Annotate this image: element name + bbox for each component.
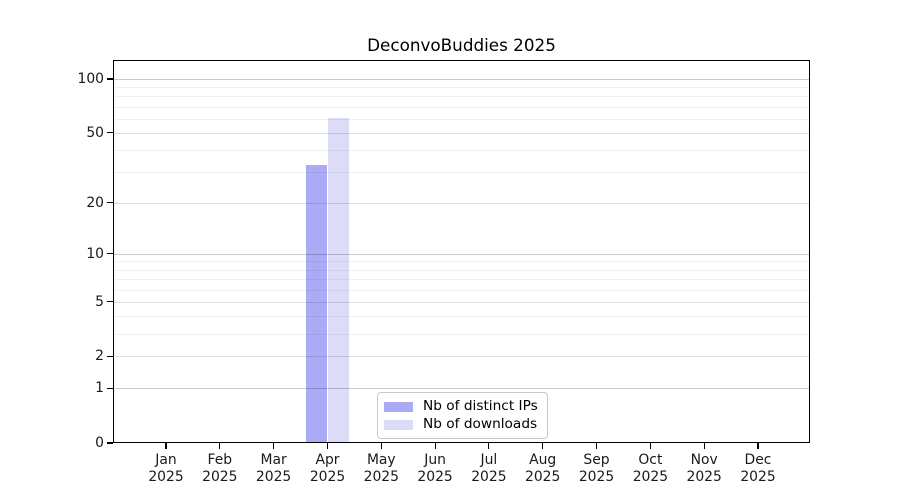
y-tick-label: 5 — [95, 293, 104, 310]
month-label: Feb — [207, 452, 233, 468]
year-label: 2025 — [148, 468, 184, 485]
y-tick — [106, 78, 113, 80]
gridline — [113, 172, 810, 174]
y-tick-label: 2 — [95, 348, 104, 365]
legend: Nb of distinct IPs Nb of downloads — [377, 392, 548, 439]
x-tick — [434, 443, 436, 449]
year-label: 2025 — [686, 468, 722, 485]
gridline — [113, 289, 810, 291]
bars-layer — [113, 60, 810, 443]
month-label: Apr — [315, 452, 340, 468]
x-tick — [273, 443, 275, 449]
gridline — [113, 356, 810, 358]
year-label: 2025 — [363, 468, 399, 485]
month-label: Oct — [638, 452, 663, 468]
bar-apr-series1 — [327, 117, 350, 443]
year-label: 2025 — [309, 468, 346, 485]
month-label: Jun — [424, 452, 446, 468]
year-label: 2025 — [740, 468, 776, 485]
x-tick-label-dec: Dec 2025 — [728, 452, 788, 485]
y-tick-label: 20 — [86, 194, 104, 211]
year-label: 2025 — [578, 468, 615, 485]
gridline — [113, 301, 810, 303]
year-label: 2025 — [255, 468, 292, 485]
x-tick-label-oct: Oct 2025 — [620, 452, 680, 485]
gridline — [113, 316, 810, 318]
x-tick — [703, 443, 705, 449]
x-tick — [757, 443, 759, 449]
y-tick — [106, 301, 113, 303]
plot-area — [113, 60, 810, 443]
gridline — [113, 261, 810, 263]
legend-item-distinct-ips: Nb of distinct IPs — [384, 398, 538, 415]
y-tick — [106, 355, 113, 357]
x-tick-label-mar: Mar 2025 — [244, 452, 304, 485]
x-tick-label-aug: Aug 2025 — [513, 452, 573, 485]
gridline — [113, 106, 810, 108]
chart-title: DeconvoBuddies 2025 — [367, 35, 556, 55]
y-tick — [106, 442, 113, 444]
legend-swatch-distinct-ips-icon — [384, 401, 413, 412]
x-tick — [219, 443, 221, 449]
gridline — [113, 202, 810, 204]
x-tick — [380, 443, 382, 449]
legend-label-distinct-ips: Nb of distinct IPs — [423, 398, 538, 414]
month-label: Sep — [583, 452, 610, 468]
x-tick-label-nov: Nov 2025 — [674, 452, 734, 485]
month-label: Mar — [260, 452, 287, 468]
legend-label-downloads: Nb of downloads — [423, 416, 538, 432]
gridline — [113, 96, 810, 98]
gridline — [113, 118, 810, 120]
x-tick-label-jun: Jun 2025 — [405, 452, 465, 485]
x-tick — [542, 443, 544, 449]
y-tick — [106, 202, 113, 204]
x-tick-label-jul: Jul 2025 — [459, 452, 519, 485]
y-tick — [106, 387, 113, 389]
gridline — [113, 279, 810, 280]
x-tick — [649, 443, 651, 449]
gridline — [113, 388, 810, 390]
y-tick-label: 0 — [95, 435, 104, 451]
gridline — [113, 269, 810, 271]
x-tick — [165, 443, 167, 449]
x-tick-label-sep: Sep 2025 — [567, 452, 627, 485]
y-tick-label: 100 — [77, 71, 104, 87]
gridline — [113, 333, 810, 335]
x-tick — [595, 443, 598, 449]
year-label: 2025 — [632, 468, 669, 485]
month-label: May — [366, 452, 396, 468]
y-tick-label: 50 — [86, 124, 104, 141]
x-tick-label-feb: Feb 2025 — [190, 452, 250, 485]
gridline — [113, 253, 810, 255]
month-label: Nov — [690, 452, 718, 468]
legend-item-downloads: Nb of downloads — [384, 416, 538, 433]
y-tick — [106, 253, 113, 255]
x-tick-label-jan: Jan 2025 — [136, 452, 196, 485]
legend-swatch-downloads-icon — [384, 419, 413, 430]
month-label: Dec — [744, 452, 772, 468]
month-label: Aug — [529, 452, 557, 468]
bar-apr-series0 — [305, 164, 328, 443]
gridline — [113, 79, 810, 80]
x-tick-label-apr: Apr 2025 — [298, 452, 358, 485]
x-tick-label-may: May 2025 — [351, 452, 411, 485]
y-tick-label: 10 — [86, 245, 104, 262]
year-label: 2025 — [525, 468, 561, 485]
gridline — [113, 150, 810, 152]
year-label: 2025 — [417, 468, 453, 485]
x-tick — [488, 443, 490, 449]
year-label: 2025 — [471, 468, 507, 485]
gridline — [113, 132, 810, 134]
year-label: 2025 — [202, 468, 238, 485]
month-label: Jan — [155, 452, 177, 468]
y-tick-label: 1 — [95, 380, 104, 397]
y-tick — [106, 132, 113, 134]
gridline — [113, 87, 810, 89]
x-tick — [326, 443, 329, 449]
month-label: Jul — [480, 452, 498, 468]
gridlines-layer — [113, 60, 810, 443]
